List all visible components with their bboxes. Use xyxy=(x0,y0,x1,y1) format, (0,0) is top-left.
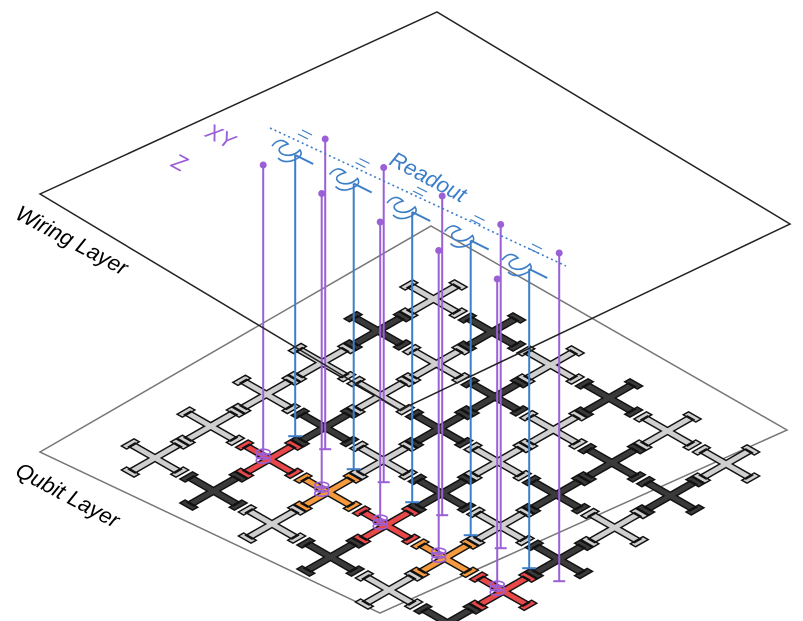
control-lines xyxy=(255,135,566,597)
flux-coil xyxy=(372,522,389,531)
z-line-top xyxy=(493,275,501,283)
flux-coil xyxy=(255,456,272,465)
coupling-capacitor xyxy=(412,186,428,197)
z-line-label: Z xyxy=(167,148,193,178)
flux-coil xyxy=(430,555,447,564)
coupling-capacitor xyxy=(297,129,313,140)
flux-coil xyxy=(430,547,447,556)
flux-coil xyxy=(489,584,506,593)
z-line-top xyxy=(259,161,267,169)
readout-feedline xyxy=(269,127,567,267)
flux-coil xyxy=(489,580,506,589)
readout-resonator xyxy=(386,196,417,220)
xy-line-top xyxy=(380,164,388,171)
qubit-layer-plane xyxy=(38,225,789,614)
xy-line-top xyxy=(497,221,505,228)
flux-coil xyxy=(372,518,389,527)
qubit-layer-label: Qubit Layer xyxy=(12,457,126,533)
flux-coil xyxy=(489,588,506,597)
wiring-layer-label: Wiring Layer xyxy=(12,200,134,281)
flux-coil xyxy=(313,485,330,494)
xy-line-top xyxy=(321,135,329,143)
z-line-top xyxy=(318,190,326,197)
readout-resonator xyxy=(271,139,302,163)
readout-feed xyxy=(294,154,314,165)
readout-feed xyxy=(470,239,490,251)
coupling-capacitor xyxy=(355,157,370,169)
wiring-layer-plane xyxy=(38,11,792,411)
readout-feed xyxy=(528,268,548,279)
xy-line-top xyxy=(555,249,563,257)
coupling-capacitor xyxy=(470,214,485,226)
flux-coil xyxy=(430,551,447,560)
flux-coil xyxy=(372,514,389,523)
readout-resonator xyxy=(501,253,532,277)
readout-resonator xyxy=(328,168,360,191)
flux-coil xyxy=(313,481,330,490)
readout-resonator xyxy=(443,225,475,248)
flux-coil xyxy=(255,448,272,457)
readout-resonators xyxy=(269,127,567,277)
flux-coil xyxy=(255,452,272,461)
xy-line-top xyxy=(438,192,446,200)
z-line-top xyxy=(376,218,384,226)
qubit-grid xyxy=(99,266,782,621)
z-line-top xyxy=(435,247,443,254)
coupling-capacitor xyxy=(527,243,543,254)
flux-coil xyxy=(313,489,330,498)
xy-line-label: XY xyxy=(201,118,241,155)
